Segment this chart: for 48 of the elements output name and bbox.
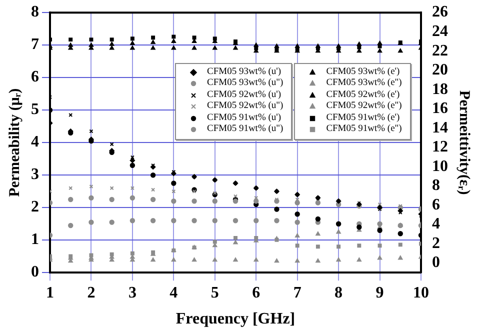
- legend-label: CFM05 92wt% (u'): [207, 90, 282, 102]
- y-tick-label: 2: [31, 198, 39, 216]
- y2-tick-label: 16: [432, 100, 448, 118]
- legend-label: CFM05 93wt% (e"): [326, 78, 402, 90]
- x-tick-label: 6: [252, 284, 260, 302]
- x-tick-label: 8: [334, 284, 343, 302]
- x-tick-label: 9: [376, 284, 384, 302]
- legend-label: CFM05 93wt% (u'): [207, 66, 282, 78]
- legend-label: CFM05 93wt% (e'): [326, 66, 400, 78]
- y2-tick-label: 0: [432, 254, 440, 272]
- y-tick-label: 3: [31, 166, 39, 184]
- legend-label: CFM05 91wt% (u'): [207, 112, 282, 124]
- x-tick-label: 1: [46, 284, 54, 302]
- y2-tick-label: 10: [432, 158, 448, 175]
- legend-label: CFM05 92wt% (u"): [207, 101, 284, 113]
- x-axis-title: Frequency [GHz]: [176, 310, 296, 328]
- x-tick-label: 7: [293, 284, 302, 302]
- legend-label: CFM05 91wt% (e"): [326, 124, 402, 136]
- y2-axis-title: Permeittivity(εᵣ): [456, 90, 472, 195]
- x-tick-label: 5: [210, 284, 219, 302]
- y2-tick-label: 26: [432, 4, 448, 21]
- y2-tick-label: 14: [432, 119, 448, 136]
- x-tick-label: 2: [87, 284, 96, 302]
- y2-tick-label: 2: [432, 234, 440, 252]
- y-tick-label: 6: [31, 68, 39, 86]
- y-tick-label: 1: [31, 231, 39, 248]
- legend-label: CFM05 92wt% (e'): [326, 90, 400, 102]
- legend-label: CFM05 92wt% (e"): [326, 101, 402, 113]
- y2-tick-label: 8: [432, 177, 440, 194]
- x-tick-label: 4: [170, 284, 178, 302]
- y2-tick-label: 6: [432, 196, 440, 214]
- y-tick-label: 8: [31, 4, 39, 21]
- y-tick-label: 5: [31, 101, 39, 118]
- x-tick-label: 3: [128, 284, 136, 302]
- legend-label: CFM05 93wt% (u"): [207, 78, 284, 90]
- legend-label: CFM05 91wt% (e'): [326, 112, 400, 124]
- y-tick-label: 4: [31, 134, 39, 151]
- legend-label: CFM05 91wt% (u"): [207, 124, 284, 136]
- y2-tick-label: 24: [432, 23, 448, 40]
- y2-tick-label: 20: [432, 62, 448, 79]
- y-tick-label: 0: [31, 264, 39, 281]
- y2-tick-label: 22: [432, 42, 448, 60]
- y-axis-title: Permeability (μᵣ): [6, 88, 23, 197]
- x-tick-label: 10: [413, 284, 429, 302]
- y2-tick-label: 18: [432, 80, 448, 98]
- y2-tick-label: 12: [432, 138, 448, 156]
- y2-tick-label: 4: [432, 216, 440, 233]
- y-tick-label: 7: [31, 36, 39, 54]
